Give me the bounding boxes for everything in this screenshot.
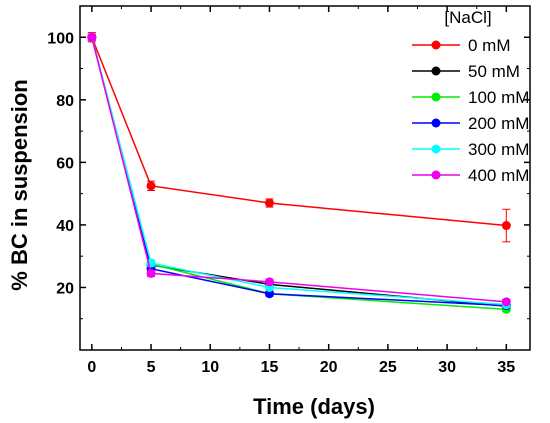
- data-point: [87, 32, 97, 42]
- legend-entry: 0 mM: [412, 36, 511, 55]
- series-400-mm: [87, 32, 511, 307]
- plot-area: 0 5 10 15 20 25 30 35 20 40 60 80 100: [47, 5, 531, 376]
- legend-marker: [431, 144, 441, 154]
- y-tick-label: 80: [56, 93, 74, 110]
- data-point: [264, 289, 274, 299]
- series-layer: [87, 32, 511, 314]
- x-tick-label: 20: [320, 359, 338, 376]
- x-tick-label: 0: [87, 359, 96, 376]
- data-point: [501, 297, 511, 307]
- data-point: [501, 221, 511, 231]
- legend-label: 400 mM: [468, 166, 529, 185]
- x-tick-label: 35: [497, 359, 515, 376]
- data-point: [264, 198, 274, 208]
- series-line: [91, 37, 507, 303]
- series-line: [91, 36, 507, 227]
- y-tick-label: 60: [56, 155, 74, 172]
- legend-label: 0 mM: [468, 36, 511, 55]
- data-point: [146, 268, 156, 278]
- x-tick-label: 5: [147, 359, 156, 376]
- y-axis-title: % BC in suspension: [7, 79, 32, 290]
- x-tick-label: 30: [438, 359, 456, 376]
- legend: [NaCl] 0 mM 50 mM 100 mM 200 mM 300 mM 400 mM: [412, 8, 529, 185]
- x-axis-title: Time (days): [253, 394, 375, 419]
- legend-label: 100 mM: [468, 88, 529, 107]
- series-200-mm: [87, 32, 511, 311]
- data-point: [264, 277, 274, 287]
- series-0-mm: [87, 32, 511, 243]
- legend-marker: [431, 92, 441, 102]
- y-tick-label: 40: [56, 218, 74, 235]
- legend-entry: 50 mM: [412, 62, 520, 81]
- legend-entry: 300 mM: [412, 140, 529, 159]
- data-point: [146, 181, 156, 191]
- legend-entry: 400 mM: [412, 166, 529, 185]
- legend-label: 50 mM: [468, 62, 520, 81]
- legend-marker: [431, 40, 441, 50]
- x-tick-label: 10: [201, 359, 219, 376]
- legend-entry: 200 mM: [412, 114, 529, 133]
- legend-title: [NaCl]: [444, 8, 491, 27]
- plot-frame: [79, 5, 531, 351]
- legend-label: 200 mM: [468, 114, 529, 133]
- x-tick-label: 25: [379, 359, 397, 376]
- legend-label: 300 mM: [468, 140, 529, 159]
- legend-entry: 100 mM: [412, 88, 529, 107]
- x-tick-label: 15: [261, 359, 279, 376]
- y-tick-label: 100: [47, 30, 74, 47]
- y-tick-label: 20: [56, 280, 74, 297]
- legend-marker: [431, 66, 441, 76]
- legend-marker: [431, 170, 441, 180]
- legend-marker: [431, 118, 441, 128]
- series-line: [91, 37, 507, 306]
